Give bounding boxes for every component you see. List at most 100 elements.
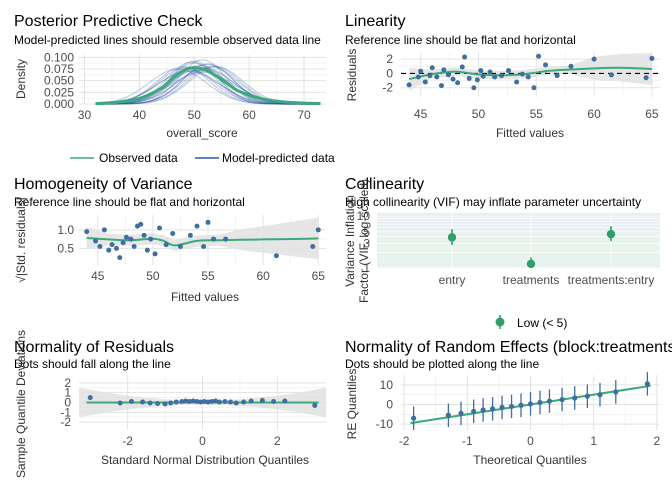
data-point	[644, 381, 650, 387]
data-point	[466, 75, 472, 81]
y-tick-label: 0	[386, 397, 393, 411]
data-point	[248, 398, 254, 404]
y-tick-label: 0.025	[44, 85, 74, 99]
data-point	[209, 399, 215, 405]
data-point	[131, 243, 137, 249]
data-point	[459, 64, 465, 70]
data-point	[450, 76, 456, 82]
y-tick-label: 3	[363, 236, 370, 250]
data-point	[144, 247, 150, 253]
data-point	[406, 82, 412, 88]
hom-x-ticks: 45 50 55 60 65	[91, 269, 325, 283]
x-tick-label: 0	[527, 434, 534, 448]
data-point	[312, 402, 318, 408]
x-tick-label: treatments	[503, 273, 560, 287]
data-point	[499, 404, 505, 411]
data-point	[109, 242, 115, 248]
predicted-line	[95, 63, 321, 105]
data-point	[438, 83, 444, 89]
data-point	[471, 85, 477, 91]
x-tick-label: 50	[472, 107, 486, 121]
x-tick-label: 30	[78, 108, 92, 122]
data-point	[194, 223, 200, 229]
data-point	[506, 68, 512, 74]
data-point	[186, 399, 192, 405]
data-point	[315, 227, 321, 233]
lin-y-label: Residuals	[345, 49, 359, 102]
x-tick-label: 60	[242, 108, 256, 122]
legend-observed-label: Observed data	[99, 151, 178, 165]
data-point	[106, 247, 112, 253]
data-point	[93, 238, 99, 244]
data-point	[222, 399, 228, 405]
data-point	[559, 396, 565, 403]
data-point	[201, 399, 207, 405]
nres-points	[87, 395, 318, 408]
data-point	[474, 77, 480, 83]
data-point	[84, 229, 90, 235]
x-tick-label: 70	[297, 108, 311, 122]
data-point	[101, 227, 107, 233]
data-point	[213, 398, 219, 404]
data-point	[649, 55, 655, 61]
predicted-line	[95, 62, 321, 105]
y-tick-label: -1	[60, 405, 71, 419]
data-point	[584, 393, 590, 399]
x-tick-label: 50	[188, 108, 202, 122]
nres-x-label: Standard Normal Distribution Quantiles	[101, 453, 309, 467]
nre-y-ticks: -10 0 10	[376, 378, 394, 431]
data-point	[223, 236, 229, 242]
data-point	[201, 243, 207, 249]
nre-subtitle: Dots should be plotted along the line	[345, 357, 539, 371]
nre-points	[411, 372, 650, 430]
nre-title: Normality of Random Effects (block:treat…	[345, 339, 672, 356]
data-point	[613, 389, 619, 395]
data-point	[445, 72, 451, 78]
data-point	[310, 243, 316, 249]
data-point	[205, 399, 211, 405]
lin-confidence-band	[409, 53, 652, 91]
col-legend-label: Low (< 5)	[517, 316, 567, 330]
col-legend-key-dot	[495, 317, 505, 327]
data-point	[487, 69, 493, 75]
x-tick-label: 2	[653, 434, 660, 448]
data-point	[608, 72, 614, 78]
y-tick-label: 0.050	[44, 74, 74, 88]
data-point	[117, 400, 123, 406]
data-point	[211, 236, 217, 242]
nre-x-label: Theoretical Quantiles	[473, 453, 586, 467]
data-point	[148, 236, 154, 242]
data-point	[163, 242, 169, 248]
hom-confidence-band	[86, 217, 319, 260]
vif-point	[606, 229, 616, 239]
data-point	[518, 402, 524, 408]
y-tick-label: 0.075	[44, 62, 74, 76]
ppc-legend: Observed data Model-predicted data	[70, 151, 335, 165]
vif-point	[447, 233, 457, 242]
lin-smooth-line	[408, 66, 652, 81]
hom-title: Homogeneity of Variance	[14, 176, 193, 193]
data-point	[168, 400, 174, 406]
col-legend: Low (< 5)	[495, 315, 567, 330]
predicted-line	[95, 70, 321, 105]
data-point	[173, 399, 179, 405]
hom-points	[84, 219, 321, 261]
nre-x-ticks: -2 -1 0 1 2	[399, 434, 661, 448]
y-tick-label: 1	[64, 386, 71, 400]
data-point	[216, 399, 222, 405]
data-point	[194, 399, 200, 405]
lin-x-label: Fitted values	[496, 126, 564, 140]
y-tick-label: 0.000	[44, 97, 74, 111]
data-point	[537, 399, 543, 406]
col-points	[447, 226, 616, 269]
panel-linearity: Linearity Reference line should be flat …	[345, 13, 660, 140]
data-point	[128, 399, 134, 405]
predicted-line	[95, 66, 321, 105]
data-point	[480, 407, 486, 413]
x-tick-label: -2	[122, 434, 133, 448]
col-x-ticks: entry treatments treatments:entry	[439, 273, 655, 287]
nres-title: Normality of Residuals	[14, 339, 174, 356]
nres-y-label: Sample Quantile Deviations	[14, 330, 28, 478]
x-tick-label: 55	[201, 269, 215, 283]
